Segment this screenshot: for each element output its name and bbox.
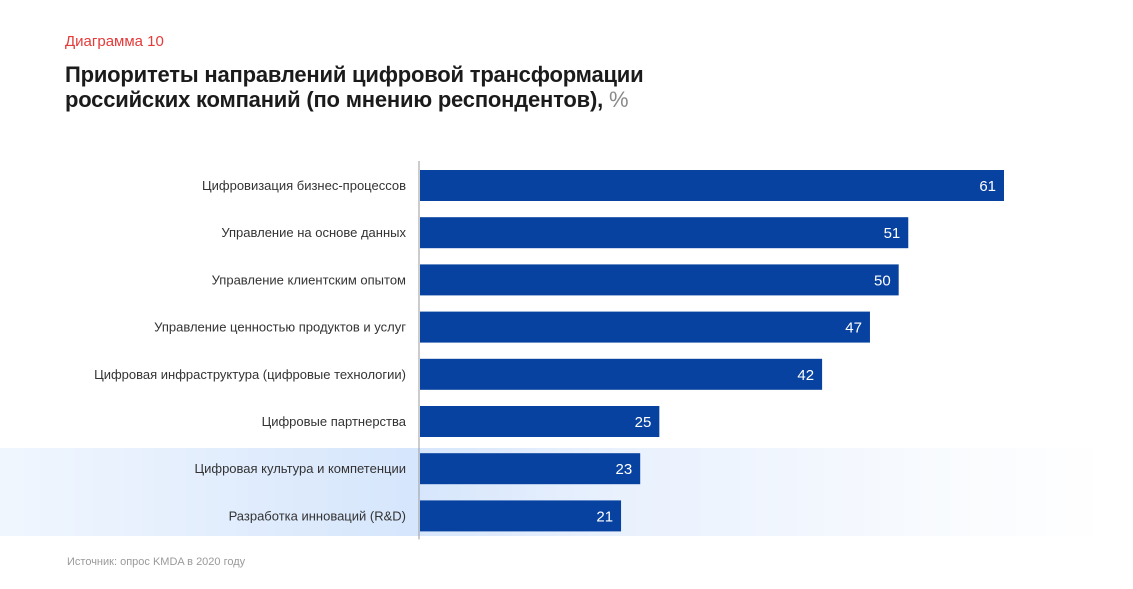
bar-group: Управление ценностью продуктов и услуг 47 xyxy=(154,311,870,343)
category-label: Разработка инноваций (R&D) xyxy=(229,508,406,523)
bar xyxy=(420,170,1004,201)
bar-group: Цифровизация бизнес-процессов 61 xyxy=(202,170,1004,201)
value-label: 47 xyxy=(845,320,862,337)
value-label: 21 xyxy=(596,508,613,525)
bar-group: Цифровая инфраструктура (цифровые технол… xyxy=(94,358,823,390)
bar xyxy=(420,500,622,532)
value-label: 25 xyxy=(635,414,652,431)
bar-group: Разработка инноваций (R&D) 21 xyxy=(229,500,622,532)
bar xyxy=(420,264,899,296)
bar xyxy=(420,453,641,485)
category-label: Цифровая культура и компетенции xyxy=(195,461,407,476)
figure-label: Диаграмма 10 xyxy=(65,33,164,50)
chart-title-line2: российских компаний (по мнению респонден… xyxy=(65,87,643,112)
bars-layer: Цифровизация бизнес-процессов 61 Управлени… xyxy=(94,170,1004,532)
bar-group: Цифровая культура и компетенции 23 xyxy=(195,453,641,485)
source-note: Источник: опрос KMDA в 2020 году xyxy=(67,556,246,568)
chart-title-line2-text: российских компаний (по мнению респонден… xyxy=(65,87,604,112)
value-label: 51 xyxy=(884,225,901,242)
chart-title-unit: % xyxy=(608,87,629,112)
category-label: Цифровая инфраструктура (цифровые технол… xyxy=(94,367,406,382)
value-label: 50 xyxy=(874,272,891,289)
value-label: 23 xyxy=(616,461,633,478)
chart-title-line1: Приоритеты направлений цифровой трансфор… xyxy=(65,62,644,87)
bar xyxy=(420,358,823,390)
bar xyxy=(420,311,870,343)
value-label: 61 xyxy=(979,178,996,195)
category-label: Управление клиентским опытом xyxy=(212,272,406,287)
bar-group: Управление клиентским опытом 50 xyxy=(212,264,899,296)
category-label: Цифровизация бизнес-процессов xyxy=(202,178,406,193)
category-label: Управление ценностью продуктов и услуг xyxy=(154,320,406,335)
bar-group: Управление на основе данных 51 xyxy=(221,217,909,249)
bar xyxy=(420,217,909,249)
bar-group: Цифровые партнерства 25 xyxy=(262,406,660,437)
category-label: Управление на основе данных xyxy=(221,225,406,240)
category-label: Цифровые партнерства xyxy=(262,414,407,429)
value-label: 42 xyxy=(797,367,814,384)
chart-title: Приоритеты направлений цифровой трансфор… xyxy=(65,62,644,112)
bar xyxy=(420,406,660,437)
